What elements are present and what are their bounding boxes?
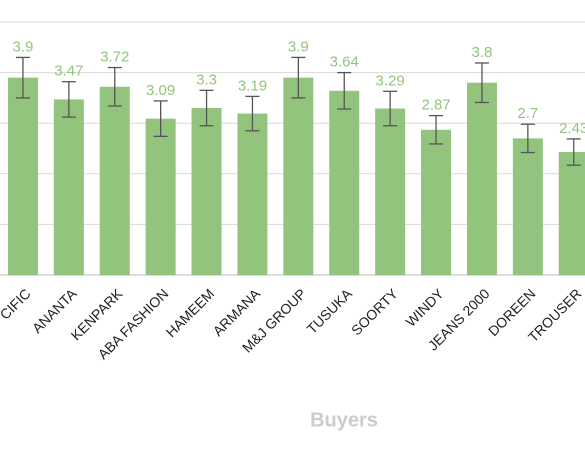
bar	[421, 129, 452, 275]
value-label: 3.3	[196, 71, 217, 88]
bar	[329, 90, 360, 275]
bar	[7, 77, 38, 275]
x-axis-title: Buyers	[310, 409, 378, 431]
bar	[53, 99, 84, 275]
value-label: 3.19	[238, 77, 267, 94]
value-label: 3.09	[146, 82, 175, 99]
x-tick-label: TUSUKA	[304, 285, 356, 337]
bar	[99, 86, 130, 275]
value-label: 3.29	[376, 72, 405, 89]
x-tick-label: WINDY	[402, 285, 447, 330]
x-tick-label: SOORTY	[348, 285, 401, 338]
bar	[191, 108, 222, 276]
value-label: 2.7	[517, 105, 538, 122]
bar	[145, 118, 176, 276]
bar	[283, 77, 314, 275]
x-tick-label: HAMEEM	[163, 285, 218, 340]
value-label: 3.64	[330, 54, 359, 71]
value-label: 2.87	[421, 97, 450, 114]
bar	[512, 138, 543, 275]
bar	[237, 113, 268, 275]
x-tick-label: CIFIC	[0, 285, 34, 322]
value-label: 3.72	[100, 49, 129, 66]
bar	[558, 152, 585, 275]
value-label: 2.43	[559, 120, 585, 137]
bar	[375, 108, 406, 275]
bar	[466, 82, 497, 275]
value-label: 3.8	[472, 44, 493, 61]
value-label: 3.47	[54, 63, 83, 80]
value-label: 3.9	[13, 38, 34, 55]
value-label: 3.9	[288, 38, 309, 55]
